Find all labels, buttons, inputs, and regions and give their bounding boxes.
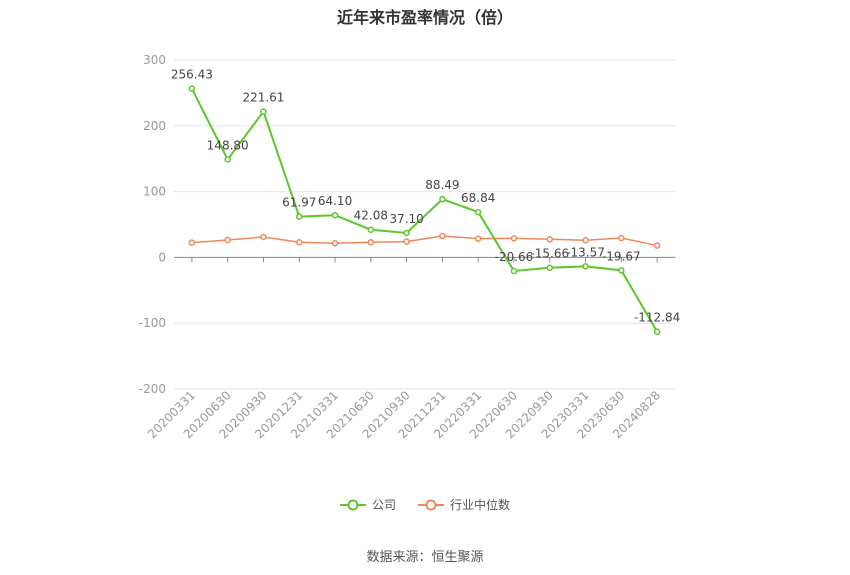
company-point[interactable] — [296, 213, 303, 220]
data-label: -13.57 — [566, 245, 605, 259]
source-note: 数据来源：恒生聚源 — [366, 550, 484, 565]
industry-median-point[interactable] — [474, 235, 482, 242]
legend-industry-median-icon — [418, 499, 444, 510]
company-point[interactable] — [474, 208, 482, 216]
company-point[interactable] — [403, 229, 410, 237]
legend: 公司 行业中位数 — [0, 496, 850, 513]
company-point[interactable] — [582, 263, 589, 270]
company-series-line — [191, 88, 658, 333]
data-label: 221.61 — [242, 91, 284, 105]
data-label: 88.49 — [425, 178, 459, 192]
data-label: -20.66 — [495, 250, 534, 264]
y-tick-label: 300 — [143, 53, 166, 67]
industry-median-point[interactable] — [331, 240, 339, 247]
industry-median-point[interactable] — [439, 232, 446, 240]
series-lines — [188, 85, 661, 335]
data-label: 64.10 — [318, 194, 352, 208]
data-label: 148.80 — [207, 138, 249, 152]
legend-item-industry-median[interactable]: 行业中位数 — [418, 496, 510, 513]
legend-item-company[interactable]: 公司 — [339, 496, 396, 513]
industry-median-point[interactable] — [403, 238, 410, 245]
data-label: 256.43 — [171, 68, 213, 82]
company-point[interactable] — [439, 195, 446, 203]
company-point[interactable] — [618, 267, 625, 274]
data-label: 68.84 — [461, 191, 495, 205]
y-axis-tick-labels: 300 200 100 0 -100 -200 — [139, 53, 166, 396]
industry-median-point[interactable] — [188, 239, 196, 246]
x-axis-tick-labels: 2020033120200630202009302020123120210331… — [145, 388, 663, 441]
industry-median-point[interactable] — [653, 242, 661, 249]
industry-median-point[interactable] — [582, 237, 589, 244]
industry-median-point[interactable] — [618, 234, 625, 242]
data-label: -112.84 — [634, 311, 680, 325]
industry-median-point[interactable] — [296, 239, 303, 246]
industry-median-point[interactable] — [260, 233, 267, 241]
company-point[interactable] — [260, 108, 267, 115]
y-tick-label: 200 — [143, 119, 166, 133]
company-point[interactable] — [224, 156, 231, 163]
data-label: -19.67 — [602, 249, 641, 263]
y-tick-label: -100 — [139, 316, 166, 330]
company-point[interactable] — [510, 267, 518, 275]
industry-median-point[interactable] — [367, 239, 375, 246]
company-point[interactable] — [188, 85, 196, 92]
y-tick-label: -200 — [139, 382, 166, 396]
industry-median-point[interactable] — [546, 236, 553, 243]
chart-title: 近年来市盈率情况（倍） — [336, 8, 513, 27]
company-point[interactable] — [367, 226, 375, 233]
grid-lines — [174, 59, 675, 390]
data-label: 42.08 — [354, 209, 388, 223]
legend-label-company: 公司 — [371, 498, 396, 512]
industry-median-series-line — [191, 235, 658, 247]
industry-median-point[interactable] — [224, 236, 231, 244]
company-point[interactable] — [546, 264, 553, 271]
legend-label-industry-median: 行业中位数 — [450, 498, 511, 512]
data-label: 61.97 — [282, 196, 316, 210]
company-point[interactable] — [653, 328, 661, 335]
industry-median-point[interactable] — [510, 235, 518, 242]
y-tick-label: 0 — [158, 250, 166, 264]
legend-company-icon — [339, 499, 366, 510]
data-label: -15.66 — [530, 247, 569, 261]
data-label: 37.10 — [389, 212, 423, 226]
company-point[interactable] — [331, 211, 339, 219]
y-tick-label: 100 — [143, 185, 166, 199]
